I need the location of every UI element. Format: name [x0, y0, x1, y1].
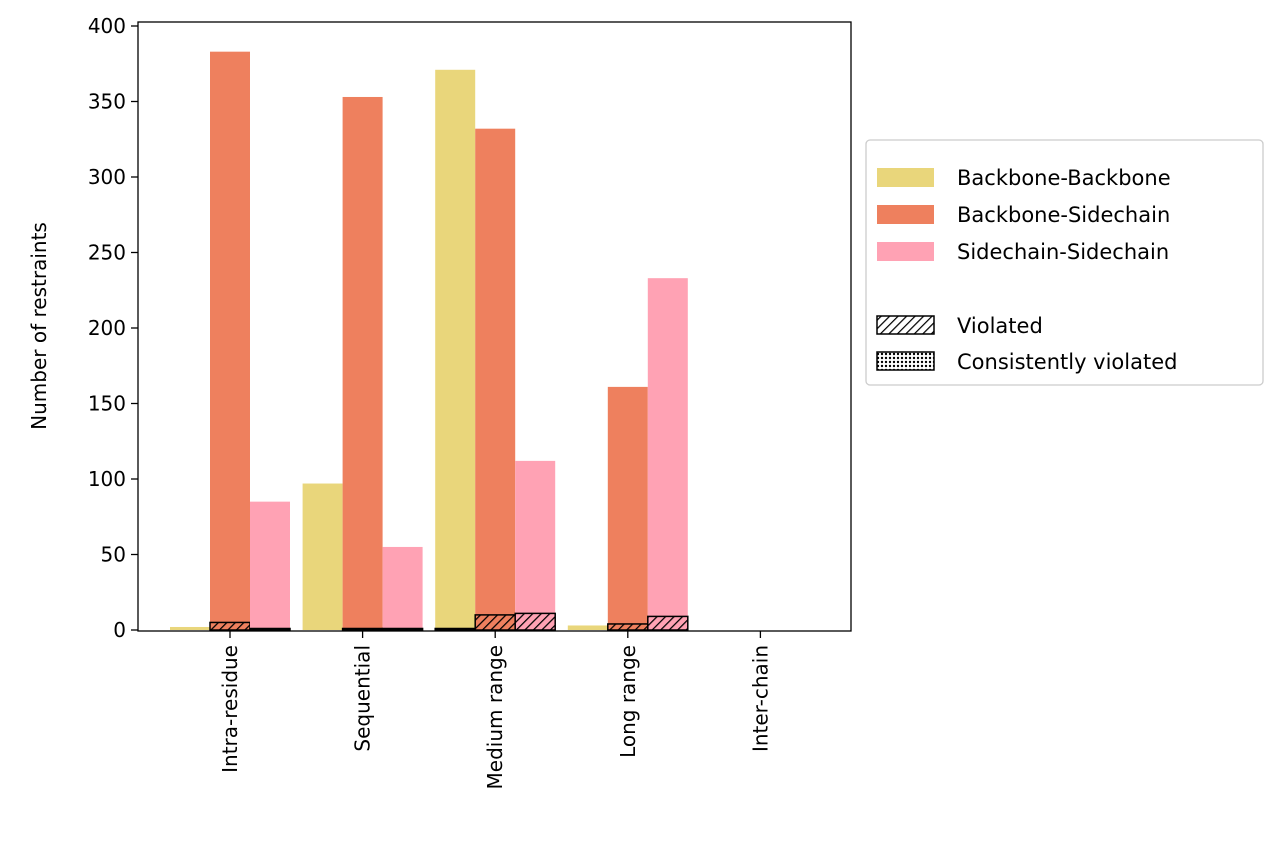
bar [515, 460, 556, 630]
bar [607, 386, 648, 630]
bar [170, 626, 210, 630]
violated-bar-hatch [607, 623, 648, 630]
y-tick-label: 250 [88, 241, 126, 265]
x-tick-label: Medium range [483, 645, 507, 789]
y-tick-label: 150 [88, 392, 126, 416]
legend-label: Backbone-Backbone [957, 166, 1171, 190]
bar [382, 546, 423, 630]
bar [342, 96, 383, 631]
legend-label: Consistently violated [957, 350, 1177, 374]
y-tick-label: 50 [101, 543, 126, 567]
bar [567, 625, 608, 630]
x-tick-label: Inter-chain [748, 645, 772, 752]
violated-bar-hatch [382, 628, 423, 630]
bar [250, 501, 290, 630]
legend-swatch [877, 168, 934, 187]
violated-bar-hatch [647, 616, 688, 630]
y-tick-label: 100 [88, 467, 126, 491]
bar [475, 128, 516, 630]
bar [302, 483, 343, 630]
legend-swatch-pattern [877, 316, 934, 334]
legend-swatch-pattern [877, 352, 934, 370]
y-tick-label: 200 [88, 316, 126, 340]
legend: Backbone-Backbone Backbone-Sidechain Sidec… [865, 139, 1264, 386]
x-tick-label: Long range [616, 645, 640, 758]
legend-swatch [877, 242, 934, 261]
y-tick-label: 350 [88, 90, 126, 114]
y-tick-label: 0 [113, 618, 126, 642]
legend-label: Backbone-Sidechain [957, 203, 1170, 227]
violated-bar-hatch [435, 628, 476, 630]
violated-bar-hatch [342, 628, 383, 630]
y-axis-label: Number of restraints [27, 222, 51, 430]
bar [435, 69, 476, 631]
plot-frame [137, 21, 852, 632]
bar [210, 51, 250, 631]
violated-bar-hatch [250, 628, 290, 630]
y-tick-label: 400 [88, 14, 126, 38]
violated-bar-hatch [515, 613, 556, 630]
x-tick-label: Intra-residue [218, 645, 242, 773]
legend-label: Sidechain-Sidechain [957, 240, 1169, 264]
y-tick-label: 300 [88, 165, 126, 189]
legend-frame [865, 139, 1264, 386]
bar [647, 278, 688, 630]
legend-swatch [877, 205, 934, 224]
violated-bar-hatch [210, 622, 250, 630]
x-tick-label: Sequential [351, 645, 375, 752]
legend-label: Violated [957, 314, 1043, 338]
violated-bar-hatch [475, 614, 516, 630]
